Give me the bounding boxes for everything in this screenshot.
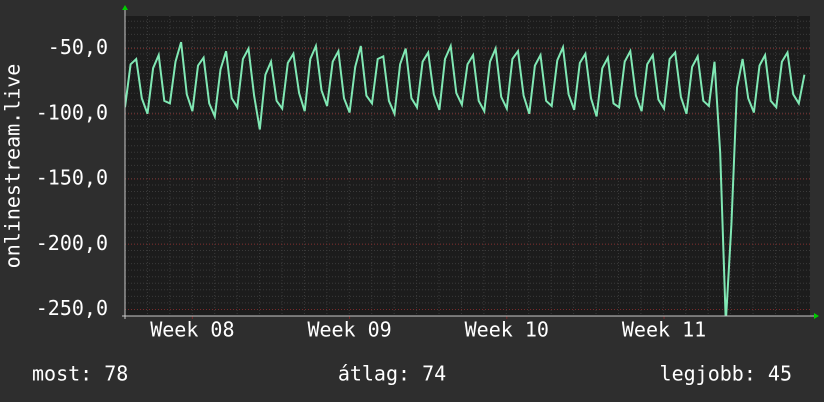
y-tick-label: -200,0: [36, 231, 108, 255]
x-tick-label: Week 09: [307, 318, 391, 342]
y-axis-label: onlinestream.live: [1, 64, 25, 269]
x-tick-label: Week 10: [465, 318, 549, 342]
x-tick-label: Week 11: [622, 318, 706, 342]
y-tick-label: -50,0: [48, 35, 108, 59]
y-tick-label: -250,0: [36, 296, 108, 320]
y-arrow: [122, 5, 128, 10]
y-tick-label: -100,0: [36, 100, 108, 124]
footer-max: legjobb: 45: [660, 362, 792, 386]
x-tick-label: Week 08: [150, 318, 234, 342]
footer-average: átlag: 74: [338, 362, 446, 386]
x-arrow: [814, 313, 819, 319]
footer-current: most: 78: [32, 362, 128, 386]
data-line: [125, 41, 806, 316]
y-tick-label: -150,0: [36, 166, 108, 190]
